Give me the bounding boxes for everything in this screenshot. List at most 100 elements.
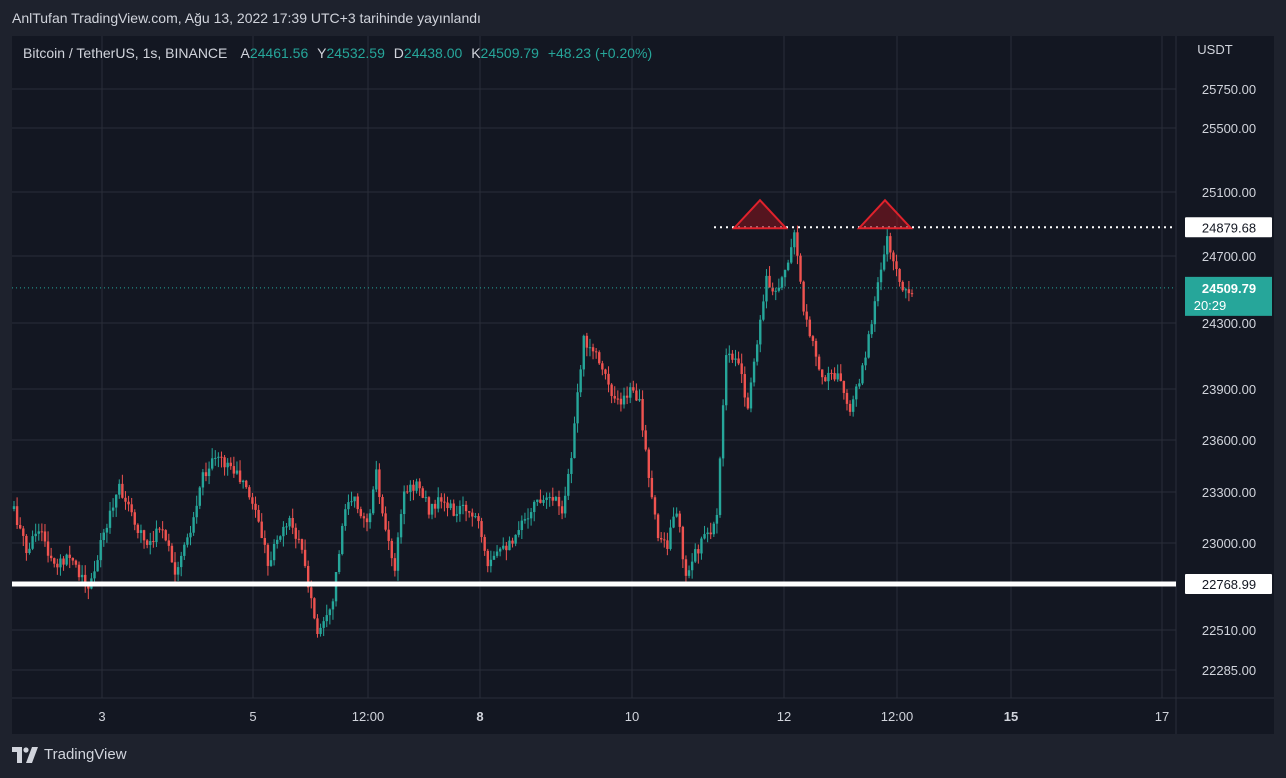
tradingview-logo-icon[interactable] [12, 746, 38, 763]
candle-body [105, 527, 109, 533]
candle-body [195, 505, 198, 518]
candle-body [319, 627, 322, 634]
candle-body [870, 324, 873, 335]
candle-body [678, 513, 681, 527]
candle-body [176, 567, 180, 575]
chart-panel[interactable]: USDT 25750.00 25500.00 25100.00 24700.00 2430… [12, 36, 1274, 734]
candle-body [387, 529, 390, 541]
x-tick-label: 12:00 [881, 709, 914, 724]
candle-body [217, 456, 220, 458]
candle-body [294, 527, 297, 539]
candle-body [452, 503, 455, 516]
last-price-label: 24509.79 20:29 [1185, 276, 1272, 316]
candle-body [594, 351, 598, 353]
candle-body [111, 507, 115, 511]
candle-body [576, 392, 579, 424]
candle-body [173, 562, 177, 575]
candle-body [725, 355, 728, 406]
footer: TradingView [12, 746, 127, 763]
candle-body [288, 518, 291, 527]
candle-body [622, 395, 626, 405]
candle-body [170, 545, 174, 563]
candle-body [365, 518, 369, 523]
candle-body [582, 335, 585, 370]
candle-body [907, 289, 911, 294]
candle-body [817, 356, 821, 370]
annotation-lines [12, 198, 1176, 587]
candle-body [415, 481, 418, 491]
candle-body [254, 503, 257, 510]
candle-body [15, 506, 19, 526]
candle-body [783, 269, 787, 278]
candle-body [650, 477, 654, 498]
candle-body [180, 555, 183, 568]
candle-body [579, 369, 582, 393]
candle-body [260, 521, 263, 539]
candle-body [517, 530, 520, 535]
x-tick-label: 8 [476, 709, 483, 724]
candle-body [833, 373, 836, 380]
candle-body [864, 357, 867, 366]
candle-body [743, 374, 746, 398]
candle-body [830, 372, 833, 374]
candle-body [449, 503, 452, 509]
candle-body [867, 334, 870, 358]
candle-body [437, 497, 440, 509]
candle-body [879, 269, 883, 283]
candlestick-chart[interactable]: USDT 25750.00 25500.00 25100.00 24700.00 2430… [12, 36, 1274, 734]
candle-body [709, 532, 712, 535]
candle-body [638, 398, 641, 401]
candle-body [269, 560, 273, 566]
candle-body [84, 574, 87, 586]
candle-body [901, 281, 904, 291]
x-tick-label: 12:00 [352, 709, 385, 724]
candle-body [198, 487, 201, 506]
candle-body [892, 252, 895, 262]
candle-body [263, 538, 267, 545]
candle-body [886, 236, 889, 255]
candle-body [427, 497, 431, 515]
candle-body [96, 560, 99, 572]
candle-body [827, 372, 830, 382]
candle-body [570, 458, 573, 474]
x-tick-label: 3 [98, 709, 105, 724]
candle-body [167, 540, 171, 546]
y-tick-label: 23300.00 [1202, 485, 1256, 500]
candle-body [904, 289, 908, 291]
candle-body [780, 277, 784, 288]
candle-body [471, 512, 474, 517]
candle-body [889, 236, 892, 253]
candle-body [706, 532, 709, 535]
candle-body [46, 541, 50, 556]
candle-body [700, 538, 703, 554]
candle-body [59, 558, 62, 568]
candle-body [359, 509, 363, 517]
candle-body [331, 601, 335, 610]
candle-body [653, 497, 657, 515]
candle-body [771, 287, 774, 292]
candle-body [523, 519, 527, 521]
candle-body [808, 319, 812, 337]
candle-body [93, 571, 96, 579]
candle-body [43, 531, 47, 542]
candle-body [375, 469, 378, 490]
candle-body [344, 509, 347, 526]
candle-body [204, 472, 208, 477]
tradingview-brand[interactable]: TradingView [44, 746, 127, 763]
candle-body [663, 539, 666, 541]
last-price-text: 24509.79 [1202, 281, 1256, 296]
candle-body [158, 528, 161, 530]
candle-body [276, 539, 279, 544]
candle-body [861, 365, 864, 384]
candle-body [455, 514, 459, 516]
candle-body [306, 565, 310, 588]
candle-body [80, 574, 84, 578]
candle-body [155, 528, 158, 543]
candle-body [368, 513, 372, 523]
candle-body [910, 293, 914, 295]
candle-body [74, 560, 78, 565]
candle-body [347, 502, 350, 510]
candle-body [272, 543, 276, 561]
open-label: A [240, 45, 250, 61]
symbol-name[interactable]: Bitcoin / TetherUS, 1s, BINANCE [23, 45, 228, 61]
